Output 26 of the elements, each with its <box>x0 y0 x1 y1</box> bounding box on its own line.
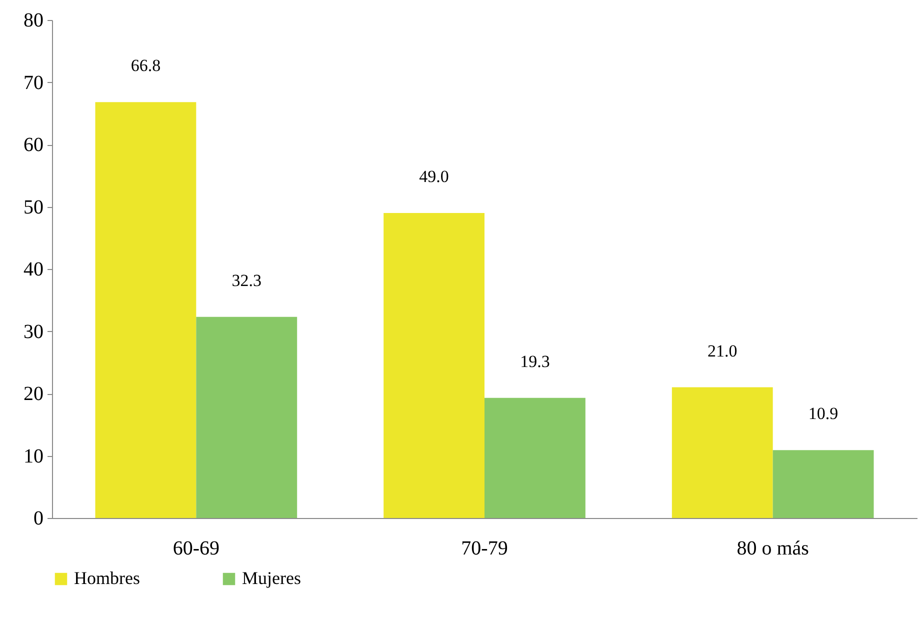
legend-label: Hombres <box>74 568 140 588</box>
y-tick-label: 30 <box>24 320 44 343</box>
data-label: 66.8 <box>130 56 161 76</box>
bar <box>484 398 586 518</box>
x-tick-label: 60-69 <box>172 538 220 560</box>
y-tick-label: 50 <box>24 196 44 218</box>
y-tick-label: 70 <box>24 72 44 94</box>
y-tick-label: 60 <box>24 134 44 156</box>
data-label: 49.0 <box>419 166 449 186</box>
legend-label: Mujeres <box>242 568 301 588</box>
bar <box>95 102 196 518</box>
data-label: 21.0 <box>708 341 738 360</box>
x-tick-label: 70-79 <box>461 538 508 560</box>
y-tick-label: 40 <box>24 258 44 280</box>
data-label: 32.3 <box>232 270 262 290</box>
bar <box>672 387 773 518</box>
y-tick-label: 20 <box>24 383 44 405</box>
bar <box>772 450 874 518</box>
data-label: 10.9 <box>808 404 838 424</box>
bar <box>196 316 298 518</box>
y-tick-label: 80 <box>24 10 44 32</box>
data-label: 19.3 <box>520 352 550 371</box>
x-tick-label: 80 o más <box>736 538 810 560</box>
y-tick-label: 0 <box>34 508 44 530</box>
bar <box>384 212 484 518</box>
y-tick-label: 10 <box>24 445 44 468</box>
